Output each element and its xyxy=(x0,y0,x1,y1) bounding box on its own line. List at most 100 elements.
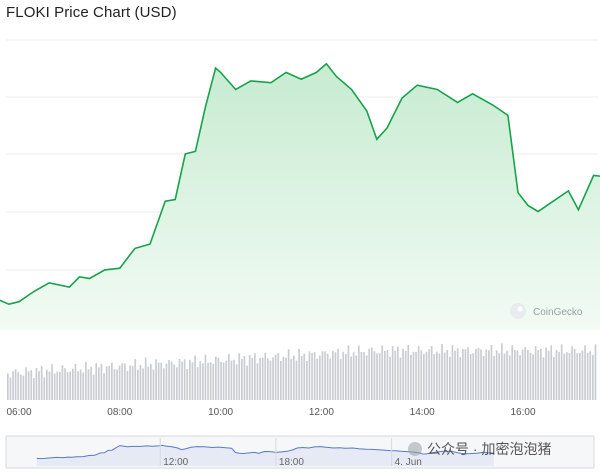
volume-bar xyxy=(199,361,202,400)
volume-bar xyxy=(378,353,381,400)
volume-bar xyxy=(524,347,527,400)
volume-bar xyxy=(155,359,157,400)
volume-bar xyxy=(129,365,131,400)
volume-bar xyxy=(74,363,77,400)
volume-bar xyxy=(568,353,571,400)
volume-bar xyxy=(371,347,373,400)
volume-bar xyxy=(316,358,319,400)
volume-bar xyxy=(87,369,90,400)
volume-bar xyxy=(519,355,521,400)
volume-bar xyxy=(451,345,454,400)
volume-bar xyxy=(469,354,472,400)
volume-bar xyxy=(116,369,118,400)
volume-bar xyxy=(306,361,308,400)
volume-bar xyxy=(438,353,441,400)
price-line xyxy=(0,62,600,306)
volume-bar xyxy=(170,361,173,400)
volume-bar xyxy=(43,377,46,400)
volume-bar xyxy=(14,369,17,400)
volume-bar xyxy=(352,352,355,400)
volume-bar xyxy=(514,350,516,400)
volume-bar xyxy=(287,349,290,400)
volume-bar xyxy=(529,352,532,400)
volume-bar xyxy=(59,372,61,400)
volume-bar xyxy=(459,357,462,400)
volume-bar xyxy=(319,355,321,400)
x-tick-label: 10:00 xyxy=(208,407,233,418)
volume-bar xyxy=(261,357,264,400)
channel-label: 公众号 · 加密泡泡猪 xyxy=(427,441,551,457)
volume-bar xyxy=(64,368,66,400)
volume-bar xyxy=(285,357,287,400)
volume-bar xyxy=(264,352,267,400)
volume-bar xyxy=(254,353,256,400)
volume-bar xyxy=(394,350,397,400)
volume-bar xyxy=(412,351,415,400)
volume-bar xyxy=(594,344,597,400)
volume-bar xyxy=(256,363,259,400)
volume-bar xyxy=(191,362,194,400)
volume-bar xyxy=(147,366,150,400)
gecko-logo-icon xyxy=(510,303,526,319)
volume-bar xyxy=(103,373,105,400)
volume-bar xyxy=(558,351,560,400)
volume-bar xyxy=(274,354,277,400)
volume-bar xyxy=(277,352,280,400)
volume-bar xyxy=(498,353,501,400)
volume-bar xyxy=(121,363,124,400)
navigator-area xyxy=(36,445,494,466)
volume-bar xyxy=(209,362,212,400)
range-navigator[interactable]: 12:00 18:00 4. Jun xyxy=(5,435,595,469)
volume-bar xyxy=(560,344,563,400)
volume-bar xyxy=(238,353,241,400)
volume-bar xyxy=(90,366,92,400)
volume-bar xyxy=(581,350,584,400)
volume-bar xyxy=(178,359,181,400)
volume-bar xyxy=(142,368,144,400)
volume-bar xyxy=(430,345,433,400)
volume-bar xyxy=(137,369,139,400)
volume-bar xyxy=(584,345,586,400)
volume-bar xyxy=(586,352,589,400)
volume-bar xyxy=(251,358,254,400)
volume-bar xyxy=(485,349,488,400)
volume-bar xyxy=(508,355,511,400)
volume-bar xyxy=(303,353,306,400)
x-tick-label: 16:00 xyxy=(510,407,535,418)
volume-bar xyxy=(173,364,176,400)
volume-bar xyxy=(194,355,196,400)
chart-title: FLOKI Price Chart (USD) xyxy=(6,4,177,21)
volume-bar xyxy=(373,351,376,400)
volume-bar xyxy=(547,350,550,400)
volume-bar xyxy=(397,346,399,400)
volume-bar xyxy=(7,373,9,400)
volume-bar xyxy=(355,355,358,400)
volume-bar xyxy=(295,360,298,400)
x-tick-label: 06:00 xyxy=(6,407,31,418)
volume-bar xyxy=(480,349,482,400)
volume-bar xyxy=(462,348,464,400)
volume-bar xyxy=(324,351,326,400)
volume-bar xyxy=(280,360,282,400)
volume-bar xyxy=(571,346,573,400)
volume-bar xyxy=(464,349,467,400)
volume-bar xyxy=(475,348,477,400)
volume-bar xyxy=(345,353,347,400)
volume-bar xyxy=(417,345,420,400)
x-tick-label: 14:00 xyxy=(410,407,435,418)
volume-bar xyxy=(376,353,378,400)
volume-bar xyxy=(555,349,558,400)
volume-bar xyxy=(443,352,446,400)
volume-bar xyxy=(235,364,238,400)
volume-bar xyxy=(550,345,553,400)
volume-bar xyxy=(386,350,389,400)
volume-bar xyxy=(246,365,248,400)
volume-bar xyxy=(33,378,35,400)
volume-bar xyxy=(220,361,222,400)
volume-bar xyxy=(290,359,293,400)
volume-bar xyxy=(98,367,100,400)
volume-bar xyxy=(124,363,126,400)
volume-bar xyxy=(134,359,137,400)
volume-bar xyxy=(365,355,368,400)
volume-bar xyxy=(204,354,207,400)
